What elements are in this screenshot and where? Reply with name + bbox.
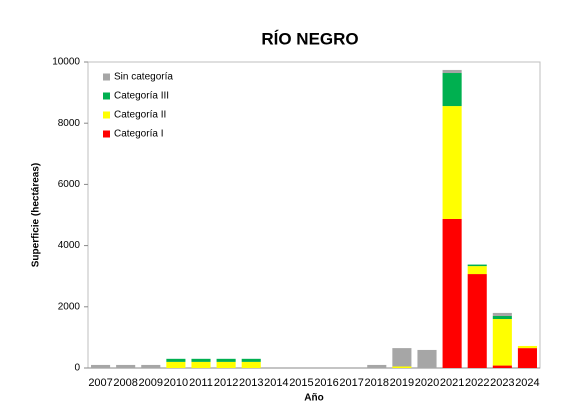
legend-swatch (103, 73, 110, 81)
bar-segment (241, 358, 261, 362)
bar-segment (417, 349, 437, 368)
bar-segment (492, 365, 512, 368)
bar-segment (492, 319, 512, 366)
bar-segment (517, 345, 537, 349)
bar-segment (467, 274, 487, 368)
y-axis-title: Superficie (hectáreas) (31, 163, 42, 268)
x-tick-label: 2022 (465, 377, 489, 389)
bar-segment (392, 366, 412, 368)
bar-segment (241, 361, 261, 368)
x-tick-label: 2014 (264, 377, 288, 389)
x-tick-label: 2021 (440, 377, 464, 389)
x-tick-label: 2009 (139, 377, 163, 389)
x-tick-label: 2019 (390, 377, 414, 389)
bar-segment (517, 348, 537, 368)
x-tick-label: 2011 (189, 377, 213, 389)
legend-swatch (103, 130, 110, 138)
x-tick-label: 2010 (164, 377, 188, 389)
legend-label: Sin categoría (114, 72, 173, 83)
x-tick-label: 2013 (239, 377, 263, 389)
chart-title: RÍO NEGRO (261, 29, 358, 48)
bar-segment (91, 364, 111, 368)
x-tick-label: 2018 (365, 377, 389, 389)
bar-segment (216, 361, 236, 368)
y-tick-label: 0 (74, 363, 80, 374)
x-tick-label: 2007 (88, 377, 112, 389)
x-tick-label: 2024 (515, 377, 539, 389)
bar-segment (116, 364, 136, 368)
x-tick-label: 2015 (289, 377, 313, 389)
bar-segment (467, 266, 487, 275)
bar-segment (442, 69, 462, 74)
legend-label: Categoría I (114, 129, 163, 140)
bar-segment (467, 264, 487, 267)
y-tick-label: 8000 (58, 118, 81, 129)
bar-segment (492, 315, 512, 320)
bar-segment (367, 364, 387, 368)
bar-segment (442, 73, 462, 107)
y-tick-label: 2000 (58, 301, 81, 312)
bar-segment (141, 364, 161, 368)
bar-segment (216, 358, 236, 362)
y-tick-label: 4000 (58, 240, 81, 251)
bar-segment (492, 312, 512, 316)
bar-segment (191, 361, 211, 368)
bar-segment (392, 348, 412, 367)
x-axis-title: Año (304, 393, 323, 401)
x-tick-label: 2017 (339, 377, 363, 389)
legend-swatch (103, 111, 110, 119)
y-tick-label: 6000 (58, 179, 81, 190)
bar-segment (166, 358, 186, 362)
bar-segment (166, 361, 186, 368)
legend-label: Categoría II (114, 110, 166, 121)
x-tick-label: 2020 (415, 377, 439, 389)
x-tick-label: 2016 (314, 377, 338, 389)
legend-label: Categoría III (114, 91, 169, 102)
bar-segment (191, 358, 211, 362)
bar-segment (442, 106, 462, 219)
x-tick-label: 2012 (214, 377, 238, 389)
x-tick-label: 2023 (490, 377, 514, 389)
y-tick-label: 10000 (52, 57, 80, 68)
x-tick-label: 2008 (113, 377, 137, 389)
legend-swatch (103, 92, 110, 100)
bar-segment (442, 218, 462, 368)
